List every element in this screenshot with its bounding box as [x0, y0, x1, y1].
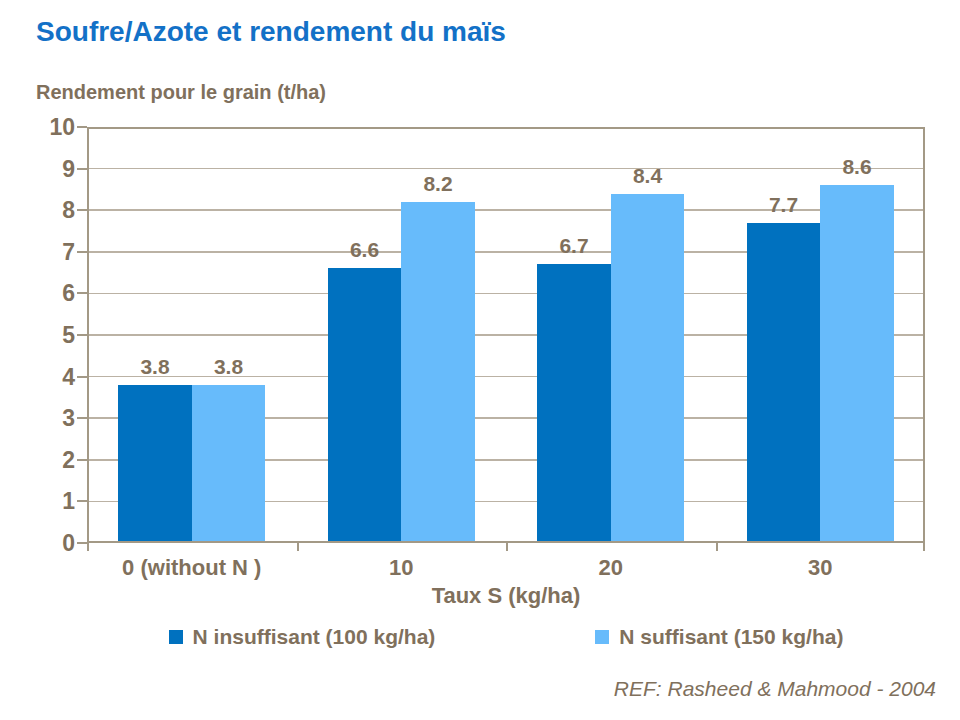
y-axis-tick — [77, 209, 87, 211]
bar-value-label: 8.2 — [393, 172, 483, 196]
x-axis-category-label: 30 — [716, 555, 925, 581]
reference-text: REF: Rasheed & Mahmood - 2004 — [614, 677, 936, 701]
legend-swatch-icon — [595, 630, 609, 644]
bar — [611, 194, 685, 541]
bar-value-label: 6.6 — [320, 238, 410, 262]
x-axis-title: Taux S (kg/ha) — [87, 583, 925, 609]
slide: Soufre/Azote et rendement du maïs Rendem… — [0, 0, 960, 720]
bar-value-label: 8.6 — [812, 155, 902, 179]
bar — [192, 385, 266, 541]
bar-value-label: 7.7 — [739, 193, 829, 217]
y-axis-tick — [77, 459, 87, 461]
x-axis-category-label: 10 — [297, 555, 506, 581]
x-axis-tick — [716, 543, 718, 551]
x-axis-category-label: 20 — [506, 555, 715, 581]
bar-value-label: 6.7 — [529, 234, 619, 258]
y-axis-label: 6 — [25, 280, 75, 306]
legend-label: N insuffisant (100 kg/ha) — [193, 625, 436, 649]
y-axis-title: Rendement pour le grain (t/ha) — [36, 81, 536, 104]
legend: N insuffisant (100 kg/ha) N suffisant (15… — [87, 625, 925, 649]
y-axis-tick — [77, 542, 87, 544]
y-axis-label: 4 — [25, 364, 75, 390]
y-axis-tick — [77, 126, 87, 128]
x-axis-category-label: 0 (without N ) — [87, 555, 296, 581]
y-axis-label: 0 — [25, 530, 75, 556]
bar-value-label: 3.8 — [184, 355, 274, 379]
y-axis-tick — [77, 251, 87, 253]
chart-title: Soufre/Azote et rendement du maïs — [36, 16, 916, 48]
bar — [820, 185, 894, 541]
chart: 0123456789103.83.80 (without N )6.68.210… — [87, 127, 925, 543]
y-axis-tick — [77, 292, 87, 294]
legend-item: N suffisant (150 kg/ha) — [595, 625, 843, 649]
x-axis-tick — [506, 543, 508, 551]
legend-label: N suffisant (150 kg/ha) — [619, 625, 843, 649]
bar — [328, 268, 402, 541]
y-axis-label: 5 — [25, 322, 75, 348]
y-axis-label: 1 — [25, 488, 75, 514]
y-axis-label: 2 — [25, 447, 75, 473]
y-axis-label: 8 — [25, 197, 75, 223]
y-axis-label: 10 — [25, 114, 75, 140]
legend-swatch-icon — [169, 630, 183, 644]
x-axis-tick — [923, 543, 925, 551]
y-axis-tick — [77, 376, 87, 378]
gridline — [89, 168, 923, 170]
bar-value-label: 8.4 — [603, 164, 693, 188]
y-axis-label: 9 — [25, 156, 75, 182]
bar — [747, 223, 821, 541]
x-axis-tick — [297, 543, 299, 551]
legend-item: N insuffisant (100 kg/ha) — [169, 625, 436, 649]
bar — [401, 202, 475, 541]
bar — [118, 385, 192, 541]
y-axis-tick — [77, 168, 87, 170]
y-axis-label: 7 — [25, 239, 75, 265]
y-axis-label: 3 — [25, 405, 75, 431]
bar — [537, 264, 611, 541]
y-axis-tick — [77, 417, 87, 419]
y-axis-tick — [77, 500, 87, 502]
y-axis-tick — [77, 334, 87, 336]
x-axis-tick — [87, 543, 89, 551]
